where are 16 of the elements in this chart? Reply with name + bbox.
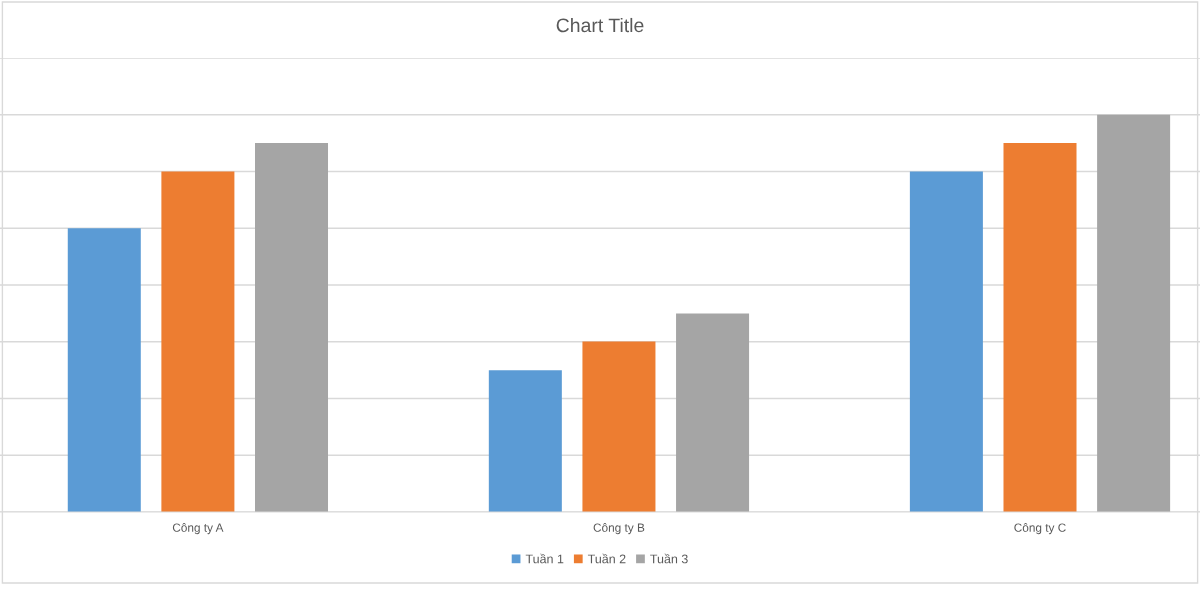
- bar: [909, 171, 983, 512]
- bar: [1097, 114, 1171, 512]
- bar: [488, 370, 562, 512]
- legend-label: Tuần 3: [650, 553, 688, 564]
- x-tick-label: Công ty A: [172, 523, 224, 535]
- bar: [161, 171, 235, 512]
- legend-label: Tuần 1: [525, 553, 564, 564]
- bar: [676, 313, 750, 512]
- bar: [67, 228, 141, 512]
- bar: [1003, 142, 1077, 512]
- x-tick-label: Công ty C: [1014, 523, 1066, 535]
- bar: [582, 341, 656, 512]
- bar: [255, 142, 329, 512]
- x-tick-label: Công ty B: [593, 523, 645, 535]
- chart-title: Chart Title: [556, 17, 644, 33]
- legend-label: Tuần 2: [587, 553, 626, 564]
